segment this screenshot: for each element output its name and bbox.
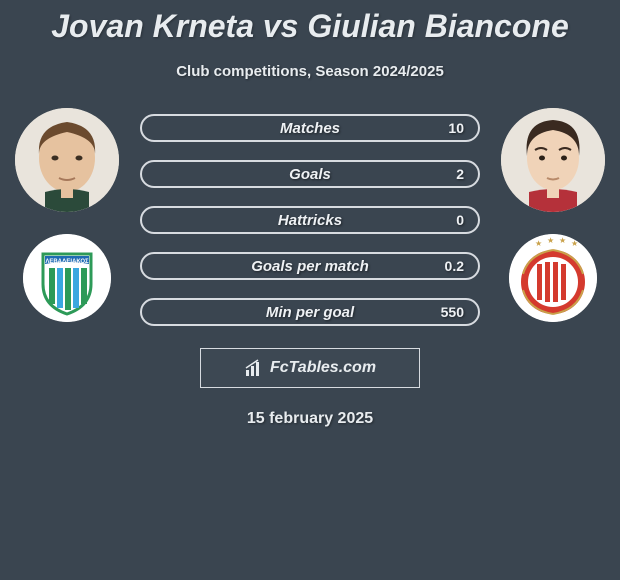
- page-title: Jovan Krneta vs Giulian Biancone: [0, 0, 620, 45]
- svg-text:★: ★: [559, 236, 566, 245]
- right-column: ★ ★ ★ ★: [498, 108, 608, 326]
- stat-label: Goals: [142, 162, 478, 186]
- stat-row: Goals 2: [140, 160, 480, 188]
- brand-label: FcTables.com: [270, 359, 376, 377]
- club-badge-right: ★ ★ ★ ★: [509, 234, 597, 322]
- stat-right-value: 10: [448, 116, 464, 140]
- stat-row: Goals per match 0.2: [140, 252, 480, 280]
- comparison-panel: ΛΕΒΑΔΕΙΑΚΟΣ Matches 10 Goals 2 Hattricks…: [0, 108, 620, 326]
- left-column: ΛΕΒΑΔΕΙΑΚΟΣ: [12, 108, 122, 326]
- player-avatar-right: [501, 108, 605, 212]
- stat-label: Matches: [142, 116, 478, 140]
- player-face-right-icon: [501, 108, 605, 212]
- stat-right-value: 0.2: [445, 254, 464, 278]
- player-avatar-left: [15, 108, 119, 212]
- stats-list: Matches 10 Goals 2 Hattricks 0 Goals per…: [140, 108, 480, 326]
- brand-box: FcTables.com: [200, 348, 420, 388]
- svg-text:ΛΕΒΑΔΕΙΑΚΟΣ: ΛΕΒΑΔΕΙΑΚΟΣ: [45, 259, 89, 265]
- stat-row: Min per goal 550: [140, 298, 480, 326]
- stat-right-value: 2: [456, 162, 464, 186]
- club-badge-left: ΛΕΒΑΔΕΙΑΚΟΣ: [23, 234, 111, 322]
- stat-row: Hattricks 0: [140, 206, 480, 234]
- svg-text:★: ★: [535, 239, 542, 248]
- stat-right-value: 0: [456, 208, 464, 232]
- stat-right-value: 550: [441, 300, 464, 324]
- stat-row: Matches 10: [140, 114, 480, 142]
- player-face-left-icon: [15, 108, 119, 212]
- svg-text:★: ★: [571, 239, 578, 248]
- stat-label: Goals per match: [142, 254, 478, 278]
- stat-label: Hattricks: [142, 208, 478, 232]
- subtitle: Club competitions, Season 2024/2025: [0, 63, 620, 80]
- club-crest-left-icon: ΛΕΒΑΔΕΙΑΚΟΣ: [23, 234, 111, 322]
- comparison-date: 15 february 2025: [0, 410, 620, 428]
- svg-text:★: ★: [547, 236, 554, 245]
- club-crest-right-icon: ★ ★ ★ ★: [509, 234, 597, 322]
- chart-icon: [244, 358, 264, 378]
- stat-label: Min per goal: [142, 300, 478, 324]
